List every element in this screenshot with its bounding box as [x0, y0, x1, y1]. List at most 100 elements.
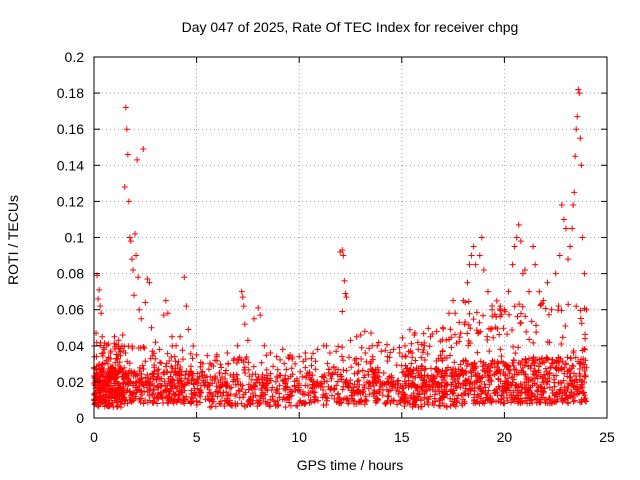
data-point [191, 389, 198, 396]
data-point [176, 375, 183, 382]
data-point [225, 392, 232, 399]
data-point [221, 402, 228, 409]
data-point [168, 369, 175, 376]
data-point [199, 360, 206, 367]
data-point [339, 344, 346, 351]
data-point [291, 382, 298, 389]
data-point [544, 400, 551, 407]
data-point [477, 395, 484, 402]
data-point [503, 378, 510, 385]
data-point [150, 398, 157, 405]
data-point [300, 358, 307, 365]
data-point [412, 357, 419, 364]
data-point [473, 309, 480, 316]
data-point [458, 391, 465, 398]
data-point [581, 392, 588, 399]
data-point [144, 276, 151, 283]
data-point [537, 399, 544, 406]
data-point [96, 286, 103, 293]
data-point [213, 383, 220, 390]
data-point [242, 370, 249, 377]
data-point [223, 367, 230, 374]
data-point [140, 400, 147, 407]
data-point [285, 355, 292, 362]
data-point [522, 386, 529, 393]
data-point [242, 355, 249, 362]
data-point [231, 400, 238, 407]
data-point [543, 380, 550, 387]
data-point [541, 359, 548, 366]
axis-ticks: 0 0.02 0.04 0.06 0.08 0.1 0.12 0.14 0.16 0.18 0.2 0… [57, 49, 615, 445]
data-point [238, 357, 245, 364]
data-point [418, 371, 425, 378]
data-point [333, 399, 340, 406]
data-point [172, 358, 179, 365]
data-point [537, 391, 544, 398]
data-point [202, 374, 209, 381]
data-point [537, 398, 544, 405]
data-point [561, 370, 568, 377]
data-point [334, 371, 341, 378]
data-point [160, 369, 167, 376]
data-point [281, 360, 288, 367]
data-point [239, 294, 246, 301]
data-point [246, 373, 253, 380]
data-point [212, 357, 219, 364]
data-point [422, 365, 429, 372]
data-point [114, 402, 121, 409]
x-tick-label: 15 [394, 429, 410, 445]
x-axis-label: GPS time / hours [297, 457, 404, 473]
data-point [113, 371, 120, 378]
data-point [180, 356, 187, 363]
data-point [223, 395, 230, 402]
data-point [245, 359, 252, 366]
data-point [387, 349, 394, 356]
data-point [250, 400, 257, 407]
data-point [559, 334, 566, 341]
data-point [127, 238, 134, 245]
data-point [116, 345, 123, 352]
data-point [485, 377, 492, 384]
data-point [581, 270, 588, 277]
y-tick-label: 0.16 [57, 121, 84, 137]
data-point [497, 370, 504, 377]
data-point [532, 375, 539, 382]
data-point [242, 389, 249, 396]
data-point [247, 393, 254, 400]
data-point [101, 373, 108, 380]
data-point [570, 363, 577, 370]
data-point [320, 402, 327, 409]
data-point [162, 297, 169, 304]
data-point [251, 386, 258, 393]
data-point [522, 394, 529, 401]
data-point [513, 234, 520, 241]
data-point [187, 350, 194, 357]
data-point [498, 311, 505, 318]
data-point [347, 337, 354, 344]
data-point [544, 279, 551, 286]
data-point [469, 380, 476, 387]
data-point [454, 375, 461, 382]
data-point [97, 303, 104, 310]
data-point [312, 396, 319, 403]
data-point [418, 341, 425, 348]
data-point [517, 380, 524, 387]
data-point [365, 385, 372, 392]
data-point [485, 387, 492, 394]
data-point [383, 341, 390, 348]
data-point [104, 360, 111, 367]
data-point [364, 368, 371, 375]
data-point [202, 379, 209, 386]
data-point [491, 390, 498, 397]
data-point [558, 307, 565, 314]
data-point [504, 397, 511, 404]
data-point [556, 252, 563, 259]
data-point [206, 382, 213, 389]
data-point [182, 371, 189, 378]
data-point [218, 364, 225, 371]
data-point [107, 369, 114, 376]
data-point [544, 378, 551, 385]
data-point [226, 385, 233, 392]
data-point [125, 198, 132, 205]
data-point [577, 307, 584, 314]
